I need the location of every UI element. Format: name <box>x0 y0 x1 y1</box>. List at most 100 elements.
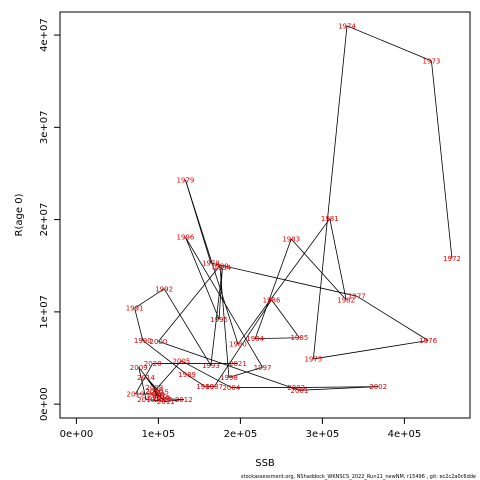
point-label-1991: 1991 <box>126 305 144 313</box>
point-label-1999: 1999 <box>211 262 229 270</box>
point-label-2006: 2006 <box>145 388 163 396</box>
point-label-1979: 1979 <box>177 176 195 184</box>
point-label-1981: 1981 <box>321 215 339 223</box>
segment-1997-1998 <box>228 366 263 378</box>
segment-2011-2012 <box>165 399 184 402</box>
point-label-1975: 1975 <box>304 355 322 363</box>
segment-1992-1993 <box>163 288 212 366</box>
point-label-1977: 1977 <box>348 293 366 301</box>
y-tick-label: 3e+07 <box>39 111 50 145</box>
segment-1995-1996 <box>185 236 220 320</box>
point-label-1984: 1984 <box>246 335 264 343</box>
point-label-2012: 2012 <box>175 396 193 404</box>
point-label-2009: 2009 <box>130 364 148 372</box>
segment-1980-1981 <box>237 218 331 345</box>
point-label-1990: 1990 <box>134 337 152 345</box>
segment-2010-2011 <box>146 399 166 402</box>
y-axis-label: R(age 0) <box>14 193 25 236</box>
segment-2019-2020 <box>135 363 154 395</box>
x-axis-label: SSB <box>255 458 275 469</box>
point-label-1996: 1996 <box>177 234 195 242</box>
point-label-2021: 2021 <box>229 360 247 368</box>
point-label-2011: 2011 <box>157 398 175 406</box>
segment-2014-2015 <box>145 377 161 393</box>
point-label-1989: 1989 <box>178 371 196 379</box>
point-label-2017: 2017 <box>154 396 172 404</box>
y-tick-label: 2e+07 <box>39 203 50 237</box>
point-label-2002: 2002 <box>369 383 387 391</box>
segment-1986-1987 <box>213 299 272 387</box>
segment-1989-1990 <box>142 340 188 375</box>
y-tick-label: 4e+07 <box>39 18 50 52</box>
point-label-2014: 2014 <box>137 374 155 382</box>
point-label-1976: 1976 <box>419 337 437 345</box>
point-label-1974: 1974 <box>338 22 356 30</box>
point-label-1992: 1992 <box>155 285 173 293</box>
segment-2012-2013 <box>161 398 184 400</box>
segment-2002-2003 <box>296 386 379 388</box>
point-label-1973: 1973 <box>423 57 441 65</box>
point-label-2013: 2013 <box>153 395 171 403</box>
point-label-1978: 1978 <box>202 259 220 267</box>
segment-1981-1982 <box>329 218 347 300</box>
x-tick-label: 3e+05 <box>306 429 340 440</box>
y-axis: 0e+00 1e+07 2e+07 3e+07 4e+07 <box>39 18 61 421</box>
segment-1977-1978 <box>210 262 357 297</box>
x-axis: 0e+00 1e+05 2e+05 3e+05 4e+05 <box>60 417 422 440</box>
point-label-2018: 2018 <box>147 391 165 399</box>
series-path <box>134 25 453 402</box>
point-label-2019: 2019 <box>127 391 145 399</box>
segment-2000-2001 <box>158 341 300 391</box>
point-label-1995: 1995 <box>210 316 228 324</box>
y-tick-label: 0e+00 <box>39 387 50 421</box>
segment-1983-1984 <box>254 238 292 339</box>
point-label-1993: 1993 <box>202 362 220 370</box>
segment-2015-2016 <box>159 392 162 398</box>
segment-1991-1992 <box>134 288 165 309</box>
segment-1976-1977 <box>356 295 429 341</box>
point-label-1986: 1986 <box>263 296 281 304</box>
segment-1990-1991 <box>134 308 144 341</box>
segment-1984-1985 <box>255 337 300 340</box>
plot-frame <box>59 11 471 419</box>
point-label-1998: 1998 <box>220 374 238 382</box>
segment-1985-1986 <box>271 299 300 338</box>
x-tick-label: 1e+05 <box>142 429 176 440</box>
segment-1994-1995 <box>218 267 223 320</box>
x-tick-label: 0e+00 <box>60 429 94 440</box>
segment-1975-1976 <box>313 340 429 360</box>
segment-1982-1983 <box>290 238 347 301</box>
segment-1979-1980 <box>185 179 239 345</box>
segment-2017-2018 <box>155 393 164 400</box>
point-label-1982: 1982 <box>337 296 355 304</box>
segment-1996-1997 <box>185 236 263 368</box>
point-label-1994: 1994 <box>213 264 231 272</box>
x-tick-label: 2e+05 <box>224 429 258 440</box>
point-label-2005: 2005 <box>172 357 190 365</box>
point-label-2007: 2007 <box>148 392 166 400</box>
point-label-2008: 2008 <box>145 384 163 392</box>
x-tick-label: 4e+05 <box>388 429 422 440</box>
point-label-1983: 1983 <box>282 235 300 243</box>
point-label-1988: 1988 <box>196 383 214 391</box>
point-label-1997: 1997 <box>254 364 272 372</box>
segment-1974-1975 <box>312 25 348 359</box>
footer-credit: stockassessment.org, NShaddock_WKNSCS_20… <box>241 474 476 480</box>
segment-1988-1989 <box>186 374 206 387</box>
segment-1993-1994 <box>210 267 223 366</box>
point-labels: 1972 1973 1974 1975 1976 1977 1978 1979 1980 1981… <box>126 22 461 406</box>
point-label-2000: 2000 <box>149 338 167 346</box>
point-label-2015: 2015 <box>151 389 169 397</box>
segment-2013-2014 <box>145 377 163 399</box>
point-label-2001: 2001 <box>291 387 309 395</box>
point-label-1987: 1987 <box>205 383 223 391</box>
segment-2005-2006 <box>154 360 182 392</box>
segment-1998-1999 <box>219 265 230 378</box>
segment-1973-1974 <box>346 25 432 62</box>
segment-2001-2002 <box>299 386 379 391</box>
point-label-1985: 1985 <box>291 334 309 342</box>
segment-2004-2005 <box>181 360 232 388</box>
point-label-1972: 1972 <box>443 255 461 263</box>
point-label-2016: 2016 <box>152 394 170 402</box>
